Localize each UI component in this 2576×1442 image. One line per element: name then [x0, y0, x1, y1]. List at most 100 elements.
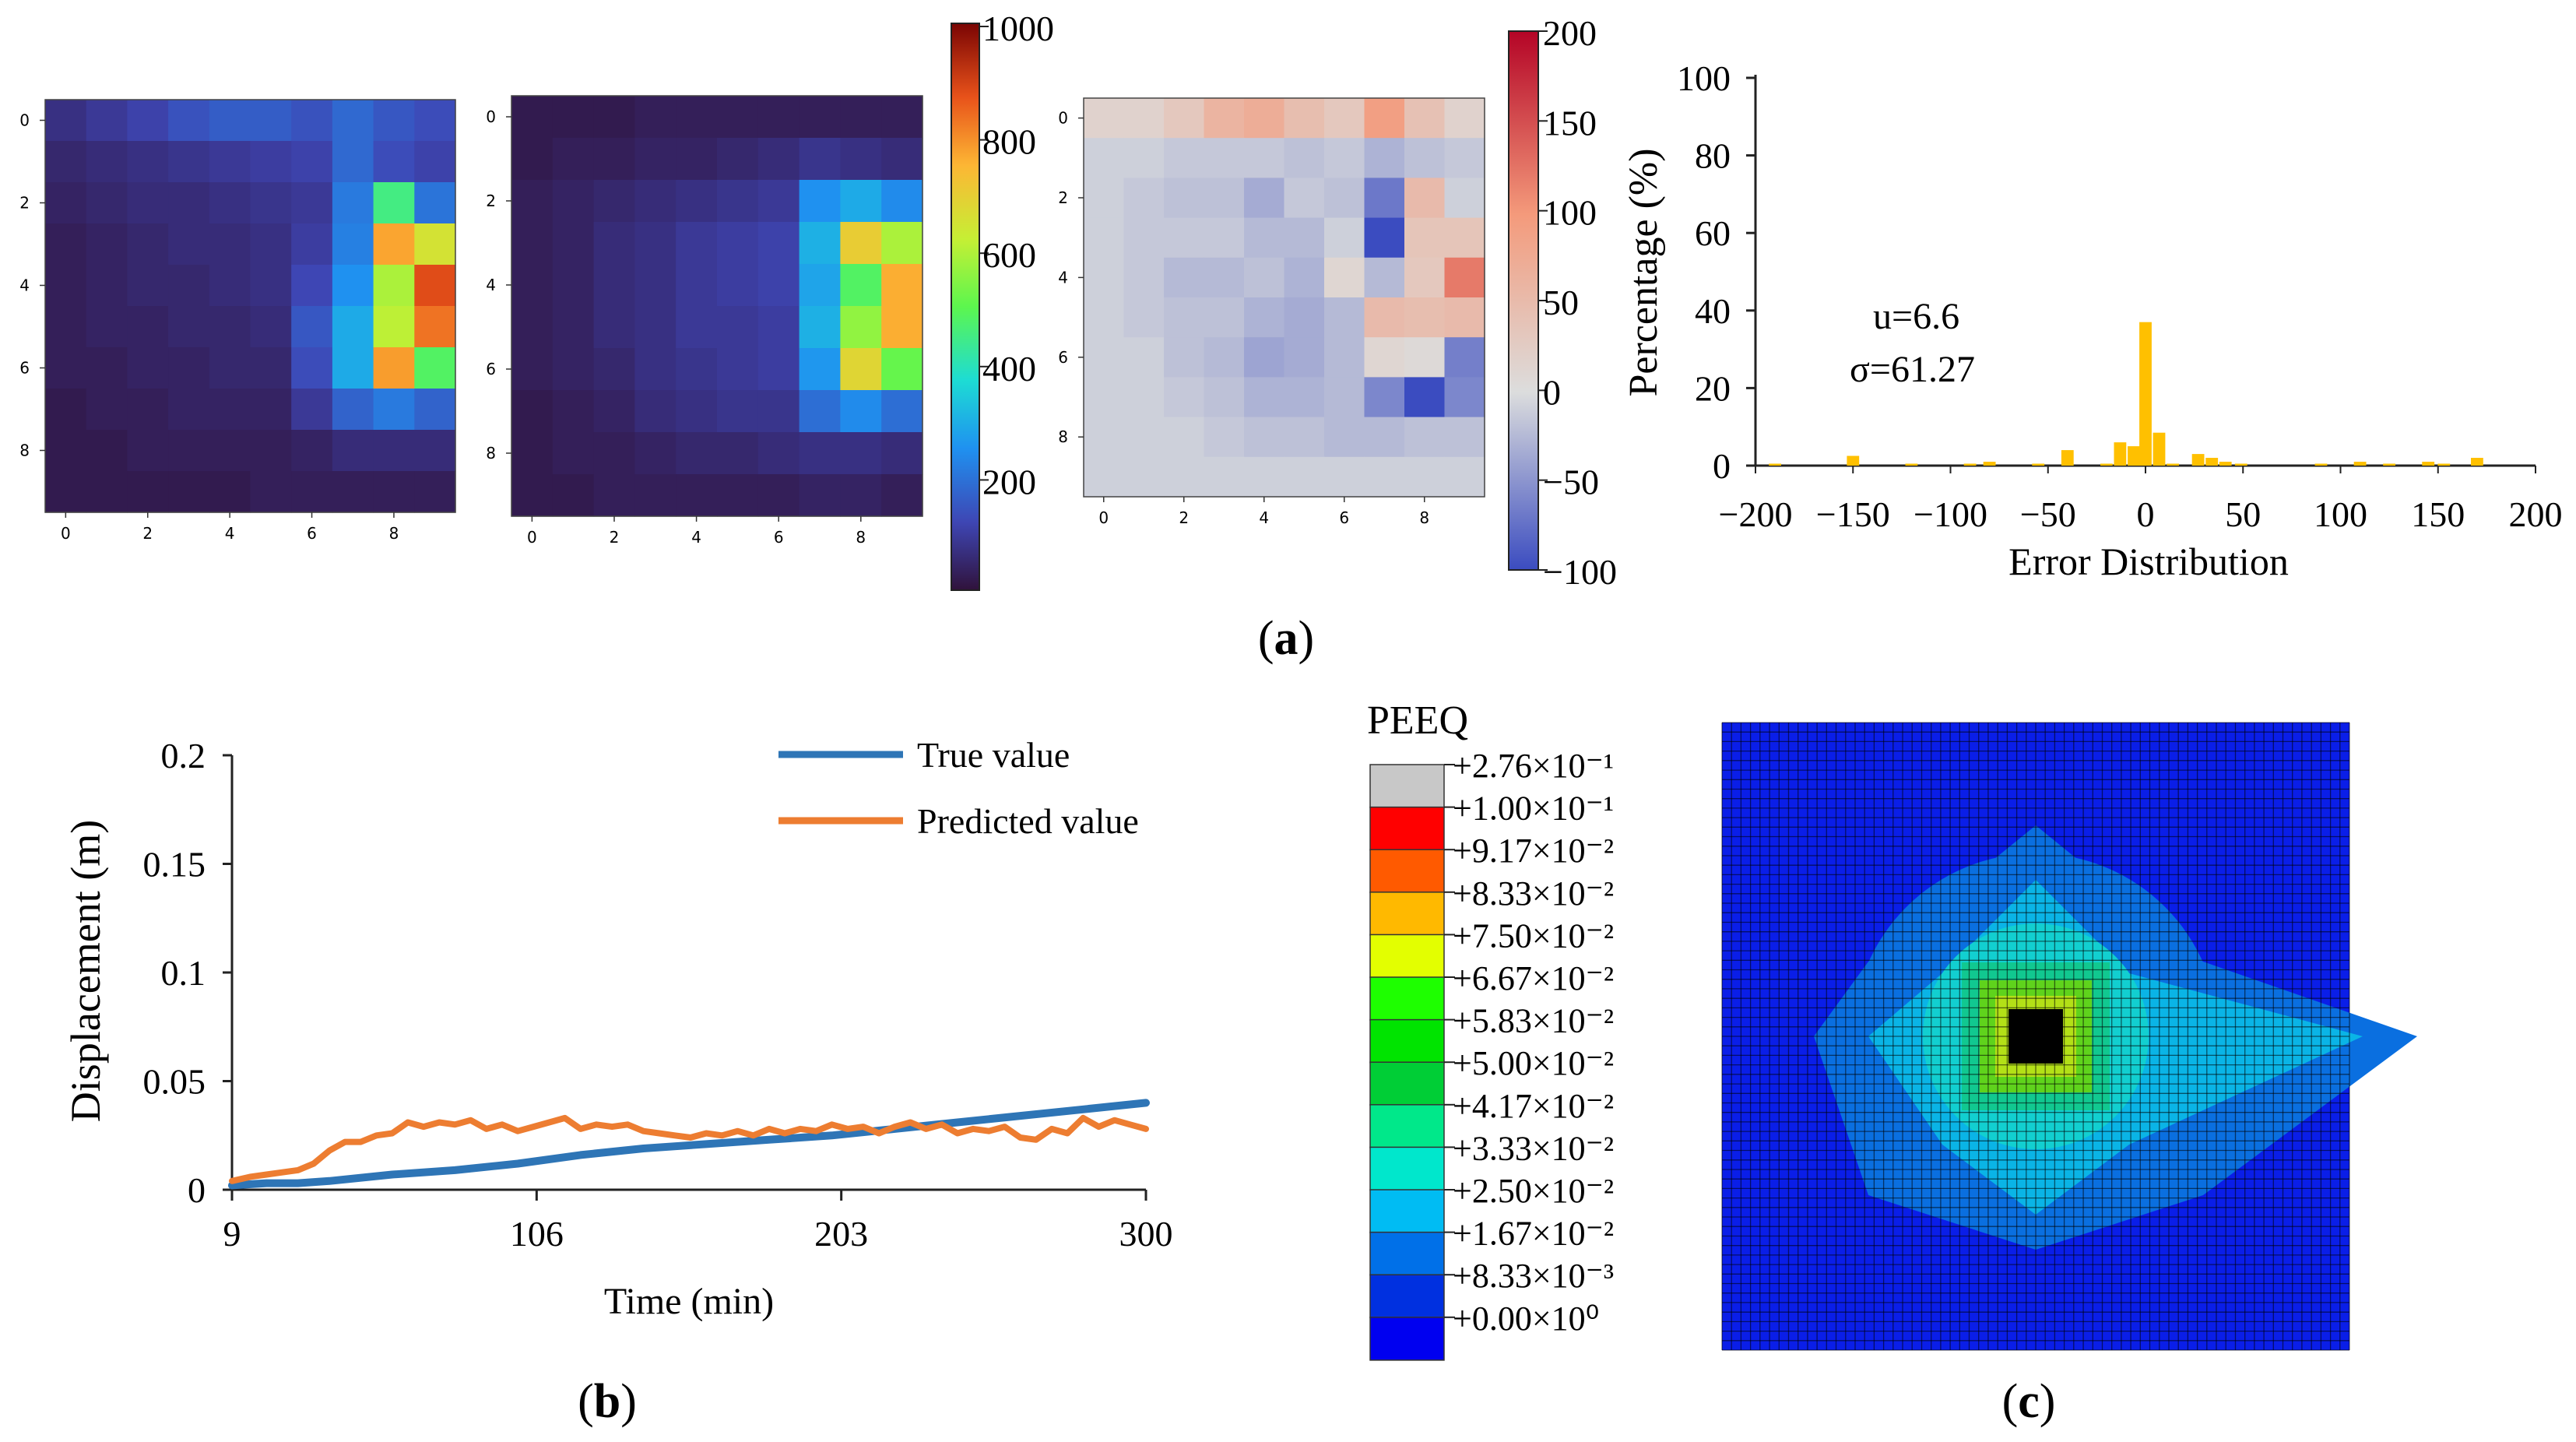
heatmap-cell: [1244, 257, 1285, 298]
heatmap-cell: [1404, 297, 1446, 338]
x-axis-label: Time (min): [604, 1281, 774, 1322]
heatmap-cell: [332, 100, 374, 142]
y-tick-label: 0.2: [161, 736, 206, 776]
series-line-predicted: [229, 1114, 1149, 1184]
heatmap-cell: [593, 180, 635, 223]
series-line-true: [228, 1099, 1150, 1190]
heatmap-cell: [86, 141, 128, 183]
y-tick-label: 0.1: [161, 953, 206, 993]
heatmap-cell: [291, 223, 333, 266]
heatmap-cell: [1284, 297, 1325, 338]
legend-label: True value: [917, 735, 1070, 775]
heatmap-cell: [45, 223, 87, 266]
heatmap-cell: [1444, 138, 1485, 178]
heatmap-cell: [840, 96, 882, 139]
heatmap-cell: [373, 141, 415, 183]
peeq-legend-swatch: [1369, 892, 1445, 936]
heatmap-cell: [291, 141, 333, 183]
peeq-legend-label: +4.17×10⁻²: [1453, 1087, 1614, 1125]
heatmap-cell: [1324, 337, 1365, 378]
heatmap-cell: [1324, 178, 1365, 219]
heatmap-cell: [209, 389, 251, 431]
displacement-line-chart: 0 0.05 0.1 0.15 0.2 9 106 203 300 True value Predi…: [62, 735, 1173, 1322]
heatmap-cell: [1084, 217, 1125, 259]
y-tick-label: 0: [19, 111, 30, 130]
heatmap-cell: [757, 96, 800, 139]
heatmap-cell: [291, 265, 333, 307]
heatmap-cell: [717, 138, 759, 181]
heatmap-cell: [717, 348, 759, 391]
histogram-bar: [1905, 463, 1918, 466]
heatmap-cell: [1244, 377, 1285, 418]
heatmap-cell: [799, 390, 841, 433]
colorbar-tick-label: 200: [982, 462, 1036, 501]
heatmap-cell: [1204, 297, 1245, 338]
heatmap-cell: [799, 138, 841, 181]
peeq-legend-swatch: [1369, 976, 1445, 1021]
heatmap-cell: [552, 348, 595, 391]
peeq-legend-label: +8.33×10⁻³: [1453, 1257, 1614, 1295]
heatmap-cell: [881, 138, 923, 181]
heatmap-cell: [45, 141, 87, 183]
heatmap-cell: [1284, 138, 1325, 178]
heatmap-cell: [757, 474, 800, 517]
heatmap-cell: [593, 264, 635, 307]
heatmap-cell: [1404, 456, 1446, 498]
peeq-legend-swatch: [1369, 806, 1445, 851]
histogram-bar: [1963, 463, 1977, 466]
heatmap-cell: [1084, 377, 1125, 418]
heatmap-cell: [1324, 217, 1365, 259]
heatmap-cell: [414, 347, 456, 389]
x-tick-label: 8: [389, 524, 399, 543]
heatmap-cell: [1164, 297, 1205, 338]
heatmap-cell: [332, 471, 374, 513]
heatmap-cell: [1284, 377, 1325, 418]
heatmap-cell: [414, 306, 456, 348]
heatmap-cell: [414, 182, 456, 224]
x-tick-label: 100: [2314, 494, 2367, 534]
heatmap-cell: [757, 390, 800, 433]
y-tick-label: 0: [1713, 446, 1731, 486]
heatmap-cell: [373, 223, 415, 266]
peeq-legend-swatch: [1369, 1231, 1445, 1276]
heatmap-cell: [332, 141, 374, 183]
histogram-bar: [2205, 458, 2219, 466]
heatmap-cell: [127, 182, 169, 224]
heatmap-cell: [332, 182, 374, 224]
y-tick-label: 0.15: [143, 845, 206, 885]
heatmap-cell: [1404, 337, 1446, 378]
heatmap-cell: [676, 180, 718, 223]
x-tick-label: 6: [1339, 508, 1349, 527]
peeq-legend-swatch: [1369, 1104, 1445, 1148]
heatmap-cell: [127, 100, 169, 142]
peeq-legend-swatch: [1369, 1018, 1445, 1064]
histogram-bar: [1983, 462, 1996, 466]
heatmap-cell: [840, 264, 882, 307]
heatmap-cell: [1284, 98, 1325, 139]
peeq-legend-label: +1.00×10⁻¹: [1453, 790, 1614, 828]
heatmap-cell: [373, 430, 415, 472]
heatmap-cell: [291, 100, 333, 142]
peeq-legend-swatch: [1369, 1061, 1445, 1106]
heatmap-cell: [1444, 217, 1485, 259]
heatmap-cell: [799, 474, 841, 517]
y-axis-label: Percentage (%): [1622, 148, 1666, 396]
heatmap-cell: [1444, 456, 1485, 498]
histogram-bar: [2167, 463, 2179, 466]
heatmap-cell: [209, 347, 251, 389]
heatmap-cell: [291, 306, 333, 348]
heatmap-cell: [291, 389, 333, 431]
peeq-legend-swatch: [1369, 1146, 1445, 1191]
heatmap-cell: [1284, 337, 1325, 378]
heatmap-cell: [511, 138, 554, 181]
heatmap-cell: [414, 100, 456, 142]
heatmap-cell: [1204, 337, 1245, 378]
y-tick-label: 0.05: [143, 1062, 206, 1102]
heatmap-cell: [1084, 456, 1125, 498]
heatmap-cell: [45, 100, 87, 142]
heatmap-cell: [1204, 178, 1245, 219]
panel-label-b: (b): [578, 1375, 637, 1428]
heatmap-cell: [511, 432, 554, 475]
y-tick-label: 0: [1058, 109, 1068, 128]
heatmap-cell: [1204, 98, 1245, 139]
